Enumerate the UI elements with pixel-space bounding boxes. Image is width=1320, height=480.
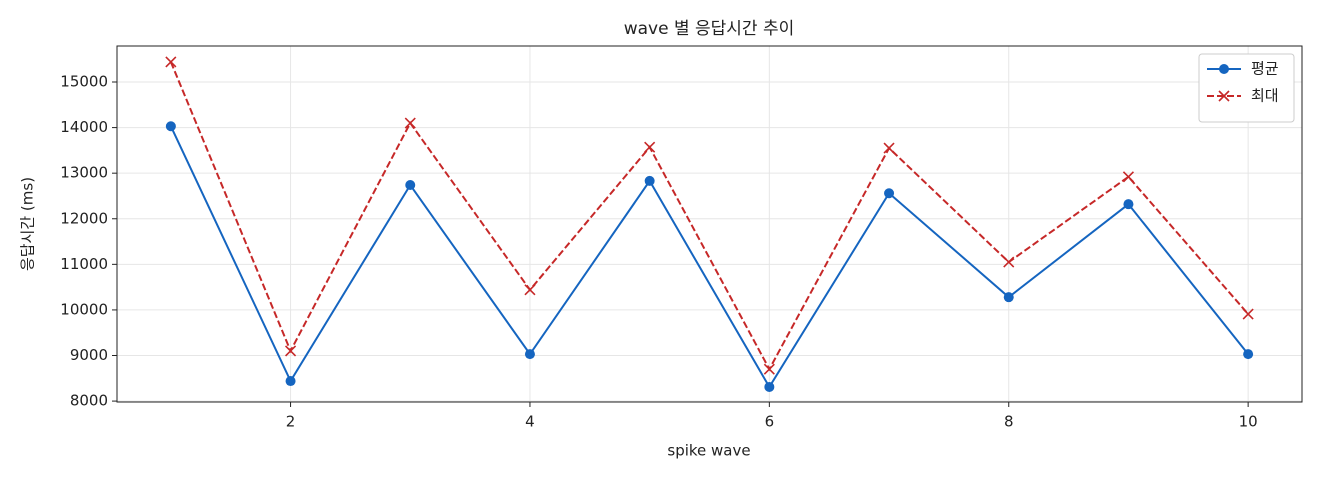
y-tick-label: 12000 — [60, 209, 108, 227]
x-tick-label: 4 — [525, 413, 535, 431]
x-marker-stroke — [883, 142, 895, 154]
x-marker — [1003, 256, 1015, 268]
x-marker — [763, 363, 775, 375]
point — [644, 175, 655, 186]
chart-title: wave 별 응답시간 추이 — [624, 19, 795, 39]
x-marker-stroke — [1003, 256, 1015, 268]
point — [764, 381, 775, 392]
y-tick-label: 10000 — [60, 300, 108, 318]
x-marker — [284, 345, 297, 357]
y-tick-label: 9000 — [70, 346, 108, 364]
point — [1243, 349, 1254, 360]
point — [405, 180, 416, 191]
y-tick-label: 8000 — [70, 392, 108, 410]
y-tick-label: 14000 — [60, 118, 108, 136]
y-tick-label: 13000 — [60, 164, 108, 182]
point — [524, 349, 535, 360]
x-tick-label: 6 — [765, 413, 775, 431]
legend-label: 평균 — [1251, 60, 1279, 78]
x-marker — [1242, 308, 1254, 320]
x-tick-label: 2 — [286, 413, 296, 431]
x-marker — [883, 142, 895, 154]
legend-marker — [1218, 90, 1230, 102]
x-marker-stroke — [763, 363, 775, 375]
series-line — [169, 61, 1249, 372]
y-tick-label: 11000 — [60, 255, 108, 273]
x-marker-stroke — [165, 56, 177, 68]
point — [884, 188, 895, 199]
x-marker — [404, 117, 416, 129]
x-marker — [165, 56, 177, 68]
point — [1003, 292, 1014, 303]
y-tick-label: 15000 — [60, 73, 108, 91]
x-marker-stroke — [644, 141, 656, 153]
x-axis-label: spike wave — [667, 442, 750, 460]
x-marker-stroke — [1122, 171, 1135, 183]
x-marker — [524, 284, 536, 296]
point — [1123, 199, 1134, 210]
x-marker-stroke — [404, 117, 416, 129]
legend-marker — [1219, 64, 1229, 74]
x-marker — [1122, 171, 1135, 183]
x-marker — [644, 141, 656, 153]
series-line — [169, 125, 1249, 389]
legend-box — [1198, 53, 1295, 123]
y-axis-label: 응답시간 (ms) — [19, 177, 37, 271]
point — [285, 376, 296, 387]
point — [165, 121, 176, 132]
x-tick-label: 10 — [1239, 413, 1258, 431]
x-tick-label: 8 — [1004, 413, 1014, 431]
x-marker-stroke — [284, 345, 297, 357]
x-marker-stroke — [1242, 308, 1254, 320]
legend-label: 최대 — [1251, 87, 1279, 105]
x-marker-stroke — [524, 284, 536, 296]
plot-frame — [116, 45, 1303, 403]
